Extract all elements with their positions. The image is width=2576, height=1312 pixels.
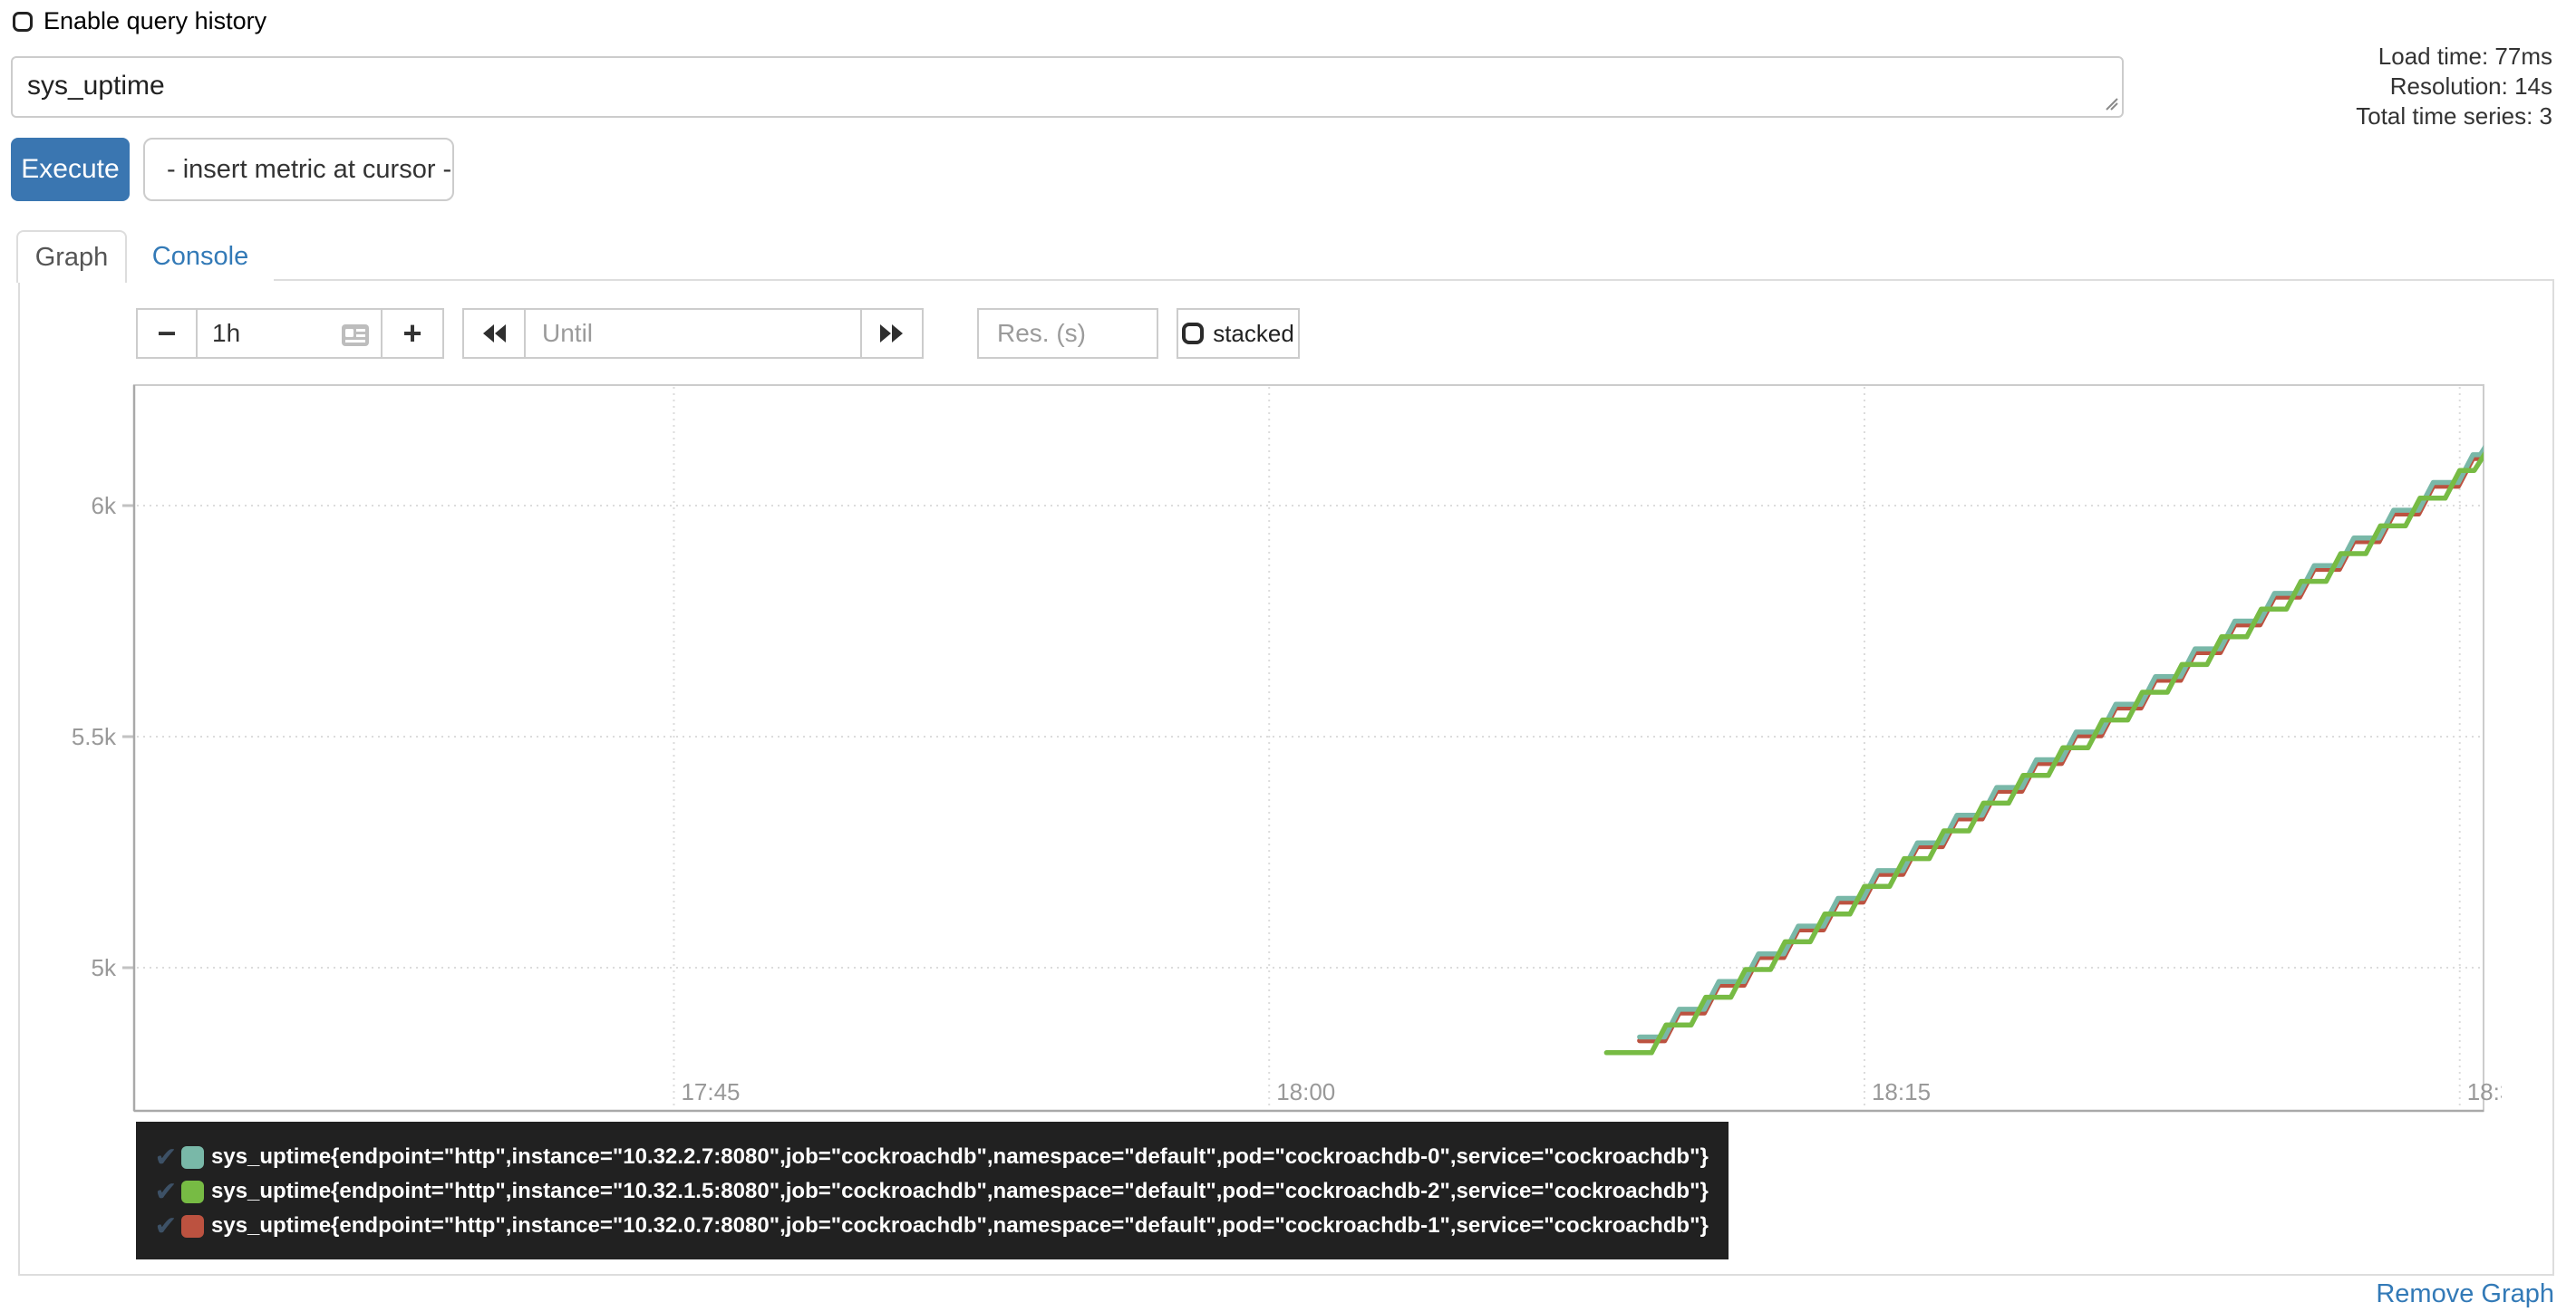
- insert-metric-select[interactable]: - insert metric at cursor -: [143, 138, 454, 201]
- range-increase-button[interactable]: +: [381, 308, 444, 359]
- time-forward-button[interactable]: [860, 308, 924, 359]
- legend-series-name: sys_uptime{endpoint="http",instance="10.…: [211, 1213, 1709, 1238]
- query-input-wrap: sys_uptime: [11, 56, 2124, 118]
- legend-item[interactable]: ✔ sys_uptime{endpoint="http",instance="10…: [150, 1140, 1709, 1174]
- tab-console[interactable]: Console: [127, 230, 274, 283]
- calendar-icon[interactable]: [341, 323, 370, 347]
- until-input[interactable]: [540, 318, 846, 349]
- series-group: [1603, 445, 2484, 1056]
- legend-check-icon: ✔: [154, 1142, 178, 1172]
- range-input-box: [196, 308, 383, 359]
- stacked-label: stacked: [1213, 319, 1294, 347]
- resolution-input[interactable]: [995, 318, 1140, 349]
- tab-graph[interactable]: Graph: [16, 230, 127, 283]
- fast-forward-icon: [880, 324, 903, 342]
- stacked-checkbox: [1182, 323, 1205, 344]
- time-series-chart[interactable]: 5k 5.5k 6k 17:45 18:00 18:15 18:30: [73, 376, 2502, 1124]
- legend-color-swatch: [181, 1180, 204, 1203]
- textarea-resize-handle-icon[interactable]: [2103, 95, 2119, 111]
- time-backward-button[interactable]: [462, 308, 526, 359]
- legend-item[interactable]: ✔ sys_uptime{endpoint="http",instance="10…: [150, 1209, 1709, 1243]
- graph-panel: [18, 279, 2554, 1276]
- legend-color-swatch: [181, 1214, 204, 1238]
- until-input-box: [524, 308, 862, 359]
- enable-query-history-label: Enable query history: [44, 7, 267, 34]
- range-decrease-button[interactable]: −: [136, 308, 198, 359]
- resolution: Resolution: 14s: [2389, 72, 2552, 100]
- series-line: [1637, 445, 2484, 1040]
- stacked-toggle[interactable]: stacked: [1177, 308, 1300, 359]
- x-tick-label: 18:15: [1872, 1078, 1931, 1105]
- query-expression-input[interactable]: sys_uptime: [11, 56, 2124, 118]
- series-line: [1603, 451, 2484, 1056]
- legend-check-icon: ✔: [154, 1211, 178, 1241]
- query-history-row: Enable query history: [13, 7, 266, 35]
- legend-item[interactable]: ✔ sys_uptime{endpoint="http",instance="10…: [150, 1174, 1709, 1209]
- y-tick-label: 6k: [92, 492, 117, 519]
- load-time: Load time: 77ms: [2377, 43, 2552, 70]
- remove-graph-link[interactable]: Remove Graph: [2376, 1279, 2554, 1308]
- fast-backward-icon: [483, 324, 506, 342]
- execute-button[interactable]: Execute: [11, 138, 130, 201]
- legend-series-name: sys_uptime{endpoint="http",instance="10.…: [211, 1144, 1709, 1169]
- y-tick-label: 5.5k: [73, 723, 117, 750]
- enable-query-history-checkbox[interactable]: [13, 11, 33, 32]
- legend-series-name: sys_uptime{endpoint="http",instance="10.…: [211, 1179, 1709, 1203]
- insert-metric-select-value: - insert metric at cursor -: [167, 154, 452, 184]
- x-tick-label: 17:45: [681, 1078, 740, 1105]
- query-stats: Load time: 77ms Resolution: 14s Total ti…: [2356, 42, 2552, 131]
- legend-color-swatch: [181, 1145, 204, 1169]
- y-tick-label: 5k: [92, 954, 117, 981]
- chart-legend: ✔ sys_uptime{endpoint="http",instance="10…: [136, 1122, 1729, 1259]
- total-time-series: Total time series: 3: [2356, 102, 2552, 130]
- range-input[interactable]: [210, 318, 323, 349]
- x-tick-label: 18:00: [1276, 1078, 1335, 1105]
- range-control-group: − +: [136, 308, 444, 359]
- until-control-group: [462, 308, 924, 359]
- resolution-input-box: [977, 308, 1158, 359]
- legend-check-icon: ✔: [154, 1176, 178, 1207]
- plot-border: [133, 384, 2484, 1112]
- x-tick-label: 18:30: [2467, 1078, 2502, 1105]
